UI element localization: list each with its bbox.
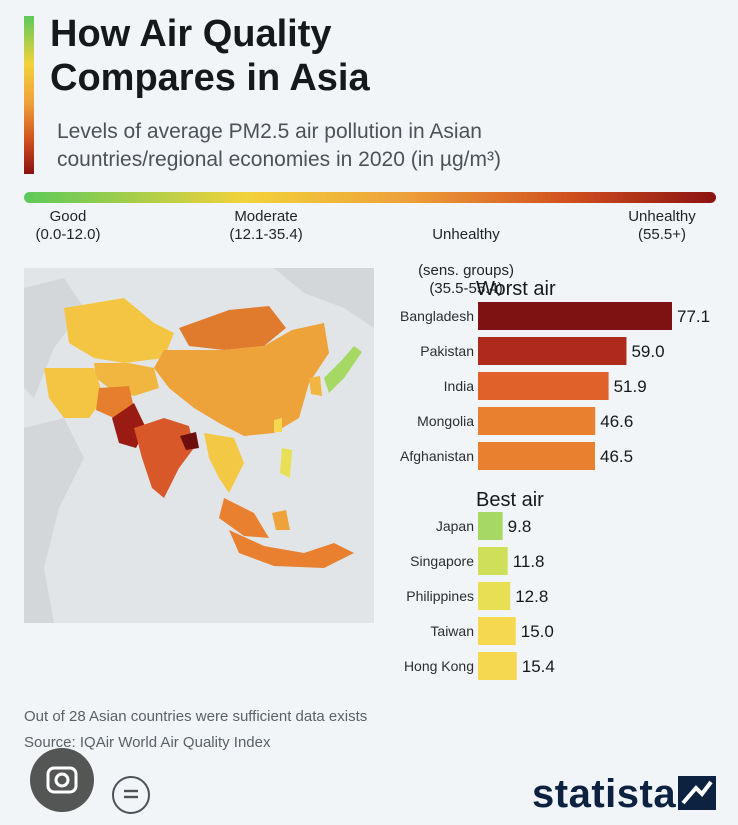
bar [478,582,511,610]
category-label: Philippines [406,588,474,604]
map-japan [324,346,362,393]
scale-moderate-name: Moderate [234,208,298,225]
map-landmass-russia [274,268,374,328]
bar-value-label: 59.0 [631,342,664,361]
scale-unhealthy-sensitive-name: Unhealthy [432,226,500,243]
map-iran [44,368,104,418]
category-label: Mongolia [417,413,474,429]
category-label: Pakistan [420,343,474,359]
asia-choropleth-map [24,268,374,623]
subtitle-line-2: countries/regional economies in 2020 (in… [57,148,501,171]
category-label: Japan [436,518,474,534]
bar [478,512,503,540]
bar-value-label: 46.6 [600,412,633,431]
bar [478,617,516,645]
bar-value-label: 11.8 [513,552,545,571]
scale-unhealthy: Unhealthy (55.5+) [612,208,712,244]
bar [478,547,508,575]
footnote: Out of 28 Asian countries were sufficien… [24,708,368,725]
bar-value-label: 15.0 [521,622,554,641]
scale-unhealthy-sensitive-range: (sens. groups) (35.5-55.4) [418,262,514,297]
bar [478,302,672,330]
map-philippines [280,448,292,478]
scale-unhealthy-range: (55.5+) [638,226,686,243]
worst-air-title: Worst air [476,278,556,300]
bar [478,372,609,400]
scale-moderate-range: (12.1-35.4) [229,226,303,243]
category-label: Hong Kong [404,658,474,674]
color-accent-bar [24,16,34,174]
bar-value-label: 12.8 [515,587,548,606]
map-taiwan [274,418,282,432]
map-indonesia [229,530,354,568]
bar [478,337,627,365]
bar-value-label: 51.9 [614,377,647,396]
brand-logo-text: statista [532,772,677,816]
category-label: Taiwan [430,623,474,639]
scale-unhealthy-name: Unhealthy [628,208,696,225]
page-title: How Air Quality Compares in Asia [50,12,370,100]
scale-good-range: (0.0-12.0) [35,226,101,243]
scale-good: Good (0.0-12.0) [28,208,108,244]
map-borneo [272,510,290,530]
pm25-scale-bar [24,192,716,203]
bar-value-label: 77.1 [677,307,710,326]
source-note: Source: IQAir World Air Quality Index [24,734,271,751]
map-mongolia [179,306,286,350]
map-kazakhstan [64,298,174,363]
scale-good-name: Good [49,208,87,225]
scale-moderate: Moderate (12.1-35.4) [210,208,322,244]
best-air-bars: Japan 9.8 Singapore 11.8 Philippines 12.8 Taiw… [404,512,555,680]
title-line-2: Compares in Asia [50,57,370,99]
bar-value-label: 9.8 [508,517,532,536]
bar-value-label: 46.5 [600,447,633,466]
bar [478,407,596,435]
map-malaysia [219,498,269,538]
bar [478,652,517,680]
best-air-title: Best air [476,489,544,511]
subtitle: Levels of average PM2.5 air pollution in… [57,118,501,174]
lens-icon[interactable] [30,748,94,812]
map-landmass-africa [24,418,84,623]
bar-value-label: 15.4 [522,657,555,676]
map-drawing [24,268,374,623]
category-label: Afghanistan [400,448,474,464]
subtitle-line-1: Levels of average PM2.5 air pollution in… [57,120,482,143]
category-label: India [444,378,475,394]
brand-logo-mark-icon [678,776,716,810]
scale-unhealthy-sensitive: Unhealthy (sens. groups) (35.5-55.4) [396,208,536,316]
menu-icon[interactable] [112,776,150,814]
worst-air-bars: Bangladesh 77.1 Pakistan 59.0 India 51.9 Mongo… [400,302,710,470]
category-label: Singapore [410,553,474,569]
map-korea [309,376,322,396]
map-bangladesh [180,432,199,450]
map-southeast-asia [204,433,244,493]
bar [478,442,596,470]
category-label: Bangladesh [400,308,474,324]
map-china [154,323,329,436]
title-line-1: How Air Quality [50,13,332,55]
map-india [134,418,194,498]
